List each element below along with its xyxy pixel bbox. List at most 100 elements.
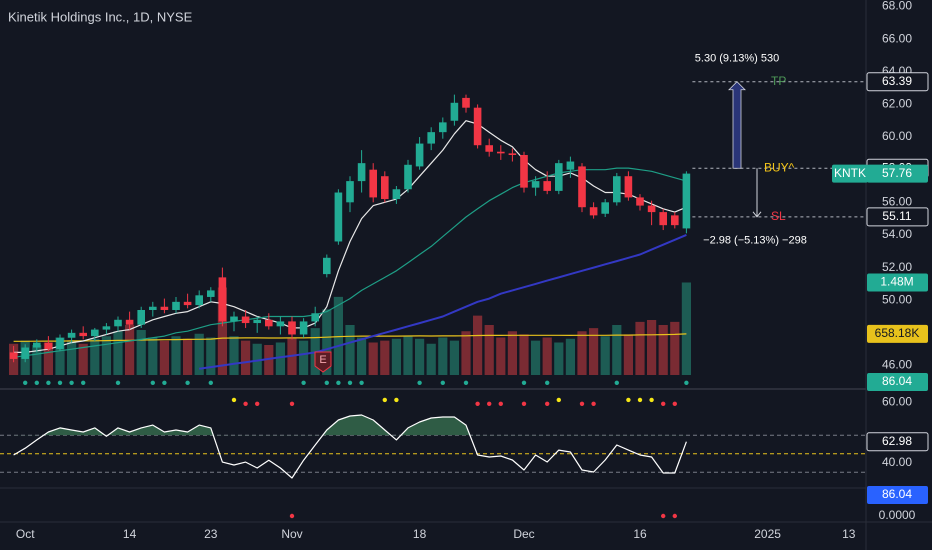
volume-bar [438, 337, 448, 375]
stop-info: −2.98 (−5.13%) −298 [703, 235, 807, 247]
volume-bar [159, 340, 169, 375]
candle-body [624, 176, 633, 198]
moving-average-line [13, 120, 687, 353]
candle-body [671, 215, 679, 226]
stop-badge-bg [866, 207, 929, 227]
candle-body [578, 166, 586, 208]
signal-dot [289, 401, 295, 406]
signal-dot [231, 397, 237, 403]
moving-average-line [13, 167, 687, 358]
candle-body [160, 306, 169, 310]
signal-dot [150, 380, 155, 385]
volume-bar [449, 340, 459, 375]
candle-body [566, 161, 575, 170]
signal-dot [545, 380, 550, 385]
candle-body [381, 176, 389, 200]
signal-dot [521, 380, 527, 385]
volume-bar [600, 336, 610, 375]
candle-body [555, 163, 563, 191]
signal-dot [579, 401, 585, 406]
volume-badge: 1.48M [880, 275, 913, 289]
target-text: TP [771, 74, 786, 88]
candle-body [125, 319, 134, 325]
events-badge: 86.04 [882, 487, 912, 501]
volume-bar [264, 345, 274, 375]
entry-text: BUY^ [764, 160, 795, 174]
volume-bar [496, 337, 506, 375]
signal-dot [359, 380, 364, 385]
y-tick-label: 56.00 [882, 194, 912, 208]
candle-body [288, 321, 296, 335]
volume-bar [415, 338, 425, 375]
signal-dot [347, 380, 353, 385]
x-tick-label: Dec [513, 527, 534, 541]
volume-bar [357, 337, 367, 375]
oscillator-line [13, 414, 687, 479]
signal-dot [324, 380, 329, 385]
signal-dot [382, 397, 387, 403]
oscillator-fill [13, 415, 687, 436]
volume-bar [322, 309, 332, 375]
x-tick-label: Nov [281, 527, 302, 541]
target-badge: 63.39 [882, 74, 912, 88]
candle-body [102, 326, 111, 330]
volume-bar [345, 325, 355, 375]
volume-bar [531, 340, 541, 375]
y-tick-label: 60.00 [882, 129, 912, 143]
x-tick-label: 2025 [754, 527, 781, 541]
candle-body [114, 319, 122, 327]
candle-body [183, 301, 192, 306]
candle-body [659, 212, 667, 226]
y-tick-label: 66.00 [882, 31, 912, 45]
volume-bar [206, 337, 216, 375]
oscillator-badge: 62.98 [882, 434, 912, 448]
candle-body [497, 151, 505, 154]
signal-dot [57, 380, 63, 385]
target-badge-bg [866, 72, 929, 92]
volume-bar [681, 282, 691, 375]
volume-bar [647, 320, 657, 375]
candle-body [473, 107, 482, 146]
candle-body [392, 189, 401, 200]
target-info: 5.30 (9.13%) 530 [695, 53, 779, 65]
volume-bar [217, 287, 227, 375]
stop-badge: 55.11 [882, 209, 911, 223]
volume-bar [194, 333, 204, 375]
volume-bar [426, 343, 436, 375]
volume-bar [43, 342, 53, 375]
volume-bar [125, 325, 135, 375]
y-tick-label: 0.0000 [879, 508, 916, 522]
volume-bar [380, 340, 390, 375]
candle-body [404, 164, 412, 190]
signal-dot [69, 380, 74, 385]
volume-bar [658, 325, 668, 375]
signal-dot [487, 401, 492, 406]
volume-bar [113, 331, 123, 375]
signal-dot [336, 380, 341, 385]
candle-body [613, 176, 621, 203]
signal-dot [115, 380, 121, 385]
volume-bar [403, 336, 413, 375]
volume-bar [612, 325, 622, 375]
candle-body [265, 319, 273, 327]
candle-body [21, 347, 29, 359]
candle-body [357, 163, 366, 182]
candle-body [334, 192, 343, 242]
signal-dot [475, 401, 480, 406]
volume-bar [275, 342, 285, 375]
volume-bar [473, 315, 483, 375]
volume-bar [635, 321, 645, 375]
candle-body [241, 316, 250, 324]
y-tick-label: 68.00 [882, 0, 912, 13]
signal-dot [440, 380, 445, 385]
candle-body [195, 295, 203, 306]
price-badge-bg [867, 164, 928, 183]
volume-badge-bg [867, 273, 928, 292]
event-dot [289, 513, 295, 519]
y-tick-label: 60.00 [882, 394, 912, 408]
candle-body [636, 197, 644, 206]
candle-body [520, 155, 528, 188]
signal-dot [661, 401, 666, 406]
volume-bar [55, 337, 65, 375]
